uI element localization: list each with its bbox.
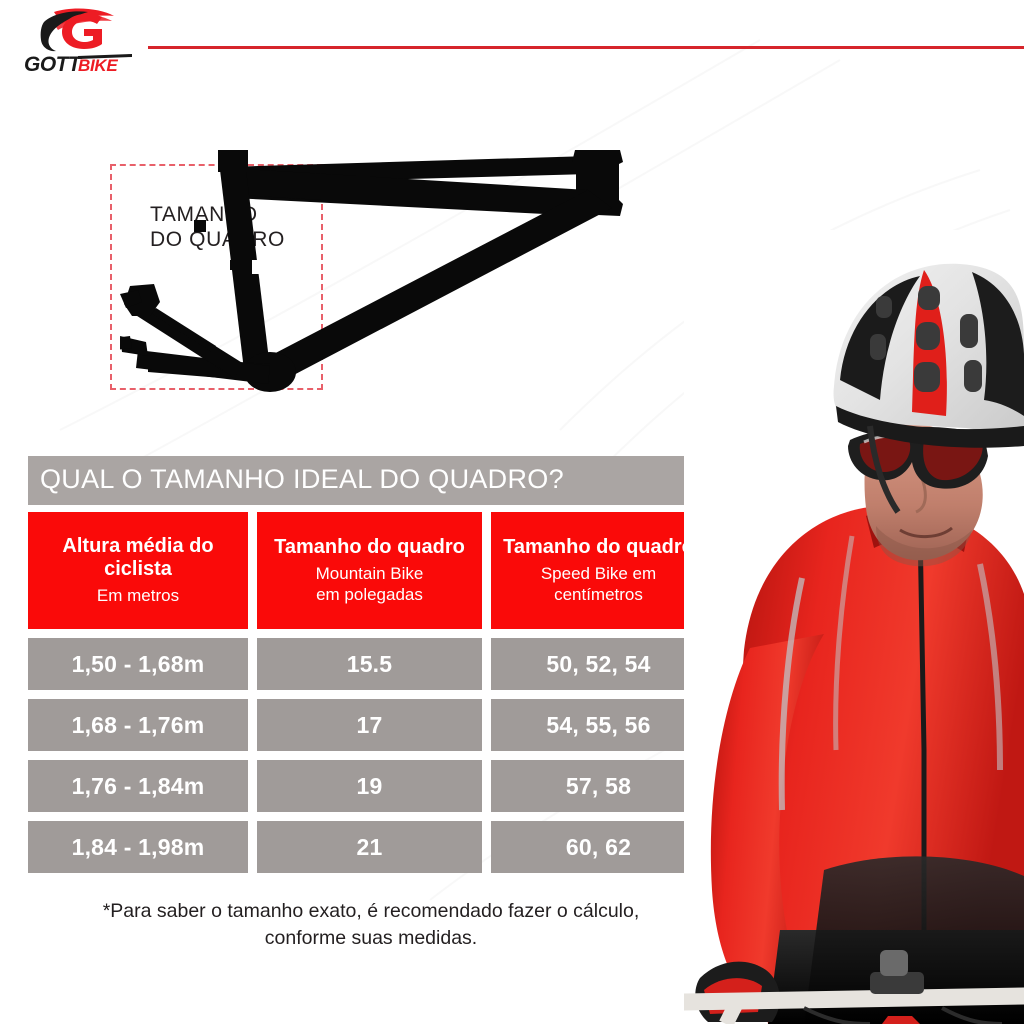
table-header-speed: Tamanho do quadro Speed Bike em centímet… <box>491 512 706 629</box>
header-rule <box>148 46 1024 49</box>
cell-mtb: 17 <box>257 699 482 751</box>
frame-measurement-box <box>110 164 323 390</box>
table-row: 1,84 - 1,98m 21 60, 62 <box>28 821 706 873</box>
cell-mtb: 19 <box>257 760 482 812</box>
table-row: 1,68 - 1,76m 17 54, 55, 56 <box>28 699 706 751</box>
table-header-row: Altura média do ciclista Em metros Taman… <box>28 512 706 629</box>
svg-text:BIKE: BIKE <box>78 56 118 75</box>
cell-height: 1,76 - 1,84m <box>28 760 248 812</box>
header-sub-text: Em metros <box>96 586 180 605</box>
table-row: 1,50 - 1,68m 15.5 50, 52, 54 <box>28 638 706 690</box>
table-title: QUAL O TAMANHO IDEAL DO QUADRO? <box>28 456 706 505</box>
cell-speed: 57, 58 <box>491 760 706 812</box>
header-sub-text: Speed Bike em centímetros <box>540 564 657 604</box>
header-sub-text: Mountain Bike em polegadas <box>315 564 424 604</box>
cell-height: 1,68 - 1,76m <box>28 699 248 751</box>
cell-speed: 50, 52, 54 <box>491 638 706 690</box>
table-footnote: *Para saber o tamanho exato, é recomenda… <box>102 900 640 949</box>
svg-text:GOTT: GOTT <box>24 53 83 76</box>
cyclist-photo <box>684 230 1024 1024</box>
brand-logo: GOTT BIKE <box>24 8 132 76</box>
frame-size-table: QUAL O TAMANHO IDEAL DO QUADRO? Altura m… <box>28 456 706 873</box>
header-main-text: Altura média do ciclista <box>62 535 214 580</box>
cell-speed: 60, 62 <box>491 821 706 873</box>
cell-speed: 54, 55, 56 <box>491 699 706 751</box>
table-header-mtb: Tamanho do quadro Mountain Bike em poleg… <box>257 512 482 629</box>
cell-height: 1,50 - 1,68m <box>28 638 248 690</box>
bicycle-frame-silhouette <box>120 150 623 392</box>
table-row: 1,76 - 1,84m 19 57, 58 <box>28 760 706 812</box>
header-main-text: Tamanho do quadro <box>503 536 694 558</box>
header-main-text: Tamanho do quadro <box>274 536 465 558</box>
cell-mtb: 15.5 <box>257 638 482 690</box>
cell-height: 1,84 - 1,98m <box>28 821 248 873</box>
table-header-height: Altura média do ciclista Em metros <box>28 512 248 629</box>
cell-mtb: 21 <box>257 821 482 873</box>
